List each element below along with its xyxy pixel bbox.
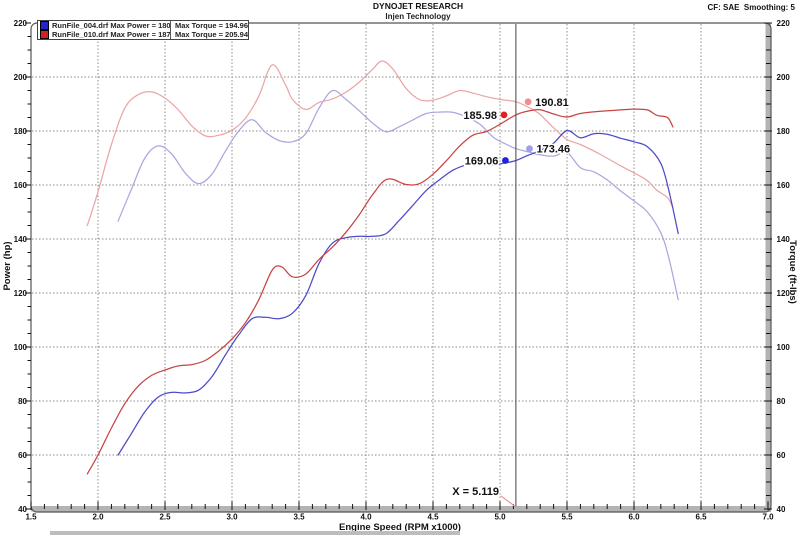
callout-dot-185.98[interactable] <box>500 111 508 119</box>
torque-tick-label: 200 <box>777 73 791 82</box>
runfile-010-file-label: RunFile_010.drf <box>52 30 109 39</box>
runfile-010-color-chip-icon <box>40 30 49 39</box>
x-tick-label: 2.0 <box>92 513 104 522</box>
torque-tick-label: 40 <box>777 505 786 514</box>
x-tick-label: 3.5 <box>293 513 305 522</box>
x-tick-label: 7.0 <box>762 513 774 522</box>
runfile-004-max-torque: Max Torque = 194.96 <box>169 21 248 30</box>
x-tick-label: 3.0 <box>226 513 238 522</box>
power-tick-label: 220 <box>14 19 28 28</box>
page-subtitle: Injen Technology <box>385 12 451 21</box>
legend-row-runfile-004[interactable]: RunFile_004.drf Max Power = 180.16 Max T… <box>38 21 248 30</box>
power-tick-label: 120 <box>14 289 28 298</box>
cursor-label-connector <box>500 495 517 508</box>
callout-dot-190.81[interactable] <box>524 98 532 106</box>
torque-tick-label: 140 <box>777 235 791 244</box>
runfile-010-max-power: Max Power = 187.88 <box>110 30 170 39</box>
runfile-004-max-power: Max Power = 180.16 <box>110 21 170 30</box>
callout-value-190.81: 190.81 <box>535 97 569 109</box>
curve-runfile-010-power-hp <box>86 108 674 475</box>
torque-tick-label: 160 <box>777 181 791 190</box>
torque-tick-label: 60 <box>777 451 786 460</box>
curve-runfile-004-torque-ft-lbs <box>117 89 679 301</box>
axis-band-bottom <box>31 506 771 512</box>
correction-smoothing-label: CF: SAE Smoothing: 5 <box>707 3 795 12</box>
callout-dot-173.46[interactable] <box>526 145 533 153</box>
torque-tick-label: 220 <box>777 19 791 28</box>
plot-frame <box>30 22 772 513</box>
curve-runfile-010-torque-ft-lbs <box>86 60 674 227</box>
callout-dot-169.06[interactable] <box>502 157 509 164</box>
x-tick-label: 4.0 <box>360 513 372 522</box>
power-tick-label: 100 <box>14 343 28 352</box>
y-right-axis-title: Torque (ft-lbs) <box>787 240 798 304</box>
power-tick-label: 200 <box>14 73 28 82</box>
runfile-004-color-chip-icon <box>40 21 49 30</box>
callout-value-173.46: 173.46 <box>537 144 571 156</box>
torque-tick-label: 80 <box>777 397 786 406</box>
legend-row-runfile-010[interactable]: RunFile_010.drf Max Power = 187.88 Max T… <box>38 30 248 39</box>
bottom-edge-artifact <box>50 531 460 535</box>
x-axis-title: Engine Speed (RPM x1000) <box>339 522 461 533</box>
curve-runfile-004-power-hp <box>117 129 679 456</box>
callout-value-169.06: 169.06 <box>465 156 499 168</box>
power-tick-label: 180 <box>14 127 28 136</box>
torque-tick-label: 100 <box>777 343 791 352</box>
x-tick-label: 2.5 <box>159 513 171 522</box>
y-left-axis-title: Power (hp) <box>2 241 13 290</box>
callout-value-185.98: 185.98 <box>463 110 497 122</box>
torque-tick-label: 180 <box>777 127 791 136</box>
power-tick-label: 40 <box>18 505 27 514</box>
x-tick-label: 5.0 <box>494 513 506 522</box>
runfile-004-file-label: RunFile_004.drf <box>52 21 109 30</box>
power-tick-label: 140 <box>14 235 28 244</box>
x-tick-label: 5.5 <box>561 513 573 522</box>
runfile-010-max-torque: Max Torque = 205.94 <box>169 30 248 39</box>
page-title: DYNOJET RESEARCH <box>372 1 464 11</box>
x-tick-label: 1.5 <box>25 513 37 522</box>
cursor-x-label: X = 5.119 <box>452 486 499 498</box>
axis-band-right <box>765 23 771 512</box>
x-tick-label: 4.5 <box>427 513 439 522</box>
power-tick-label: 160 <box>14 181 28 190</box>
power-tick-label: 60 <box>18 451 27 460</box>
legend-box: RunFile_004.drf Max Power = 180.16 Max T… <box>37 20 249 40</box>
torque-tick-label: 120 <box>777 289 791 298</box>
power-tick-label: 80 <box>18 397 27 406</box>
x-tick-label: 6.5 <box>695 513 707 522</box>
x-tick-label: 6.0 <box>628 513 640 522</box>
